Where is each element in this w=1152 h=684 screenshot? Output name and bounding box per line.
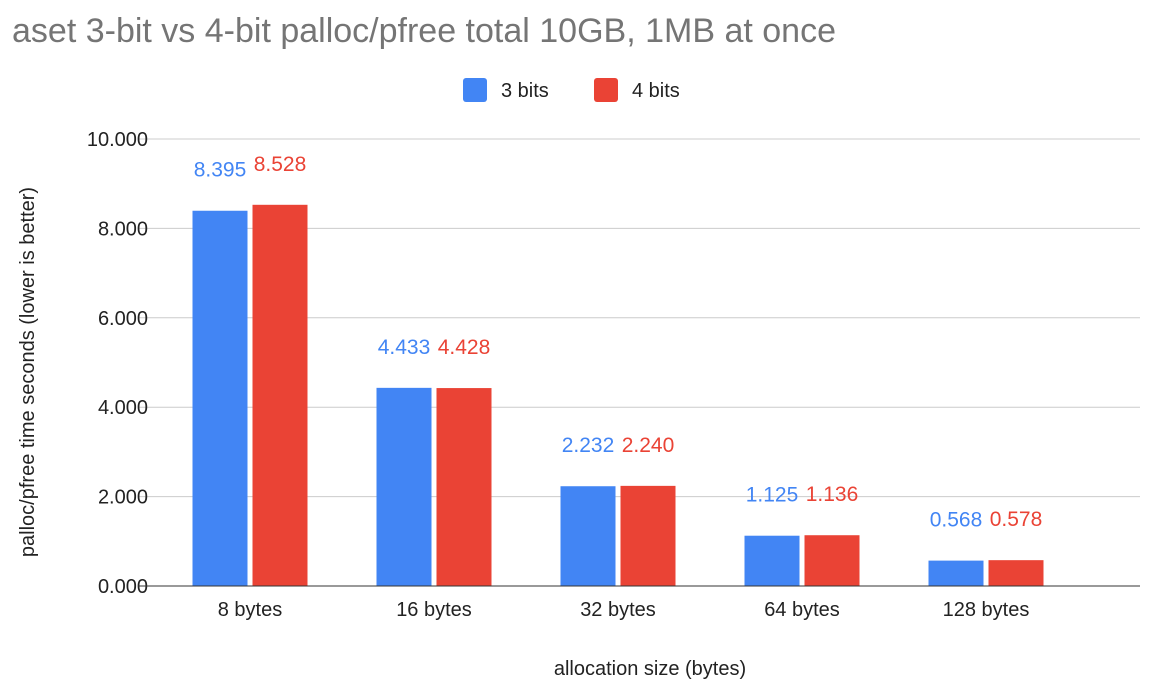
y-tick-label: 10.000	[87, 129, 148, 151]
legend-label: 3 bits	[501, 80, 549, 102]
bar	[252, 204, 308, 586]
data-labels: 8.395 8.528 4.433 4.428 2.232 2.240 1.125 1.136…	[194, 153, 1043, 532]
data-label: 0.568	[930, 509, 983, 532]
y-tick-label: 6.000	[98, 308, 148, 330]
data-label: 2.240	[622, 434, 675, 457]
legend-swatch	[594, 78, 618, 102]
x-axis-ticks: 8 bytes 16 bytes 32 bytes 64 bytes 128 bytes	[218, 599, 1030, 621]
x-tick-label: 16 bytes	[396, 599, 472, 621]
data-label: 1.125	[746, 484, 799, 507]
data-label: 8.395	[194, 159, 247, 182]
x-tick-label: 128 bytes	[943, 599, 1030, 621]
data-label: 4.433	[378, 336, 431, 359]
bar	[804, 535, 860, 586]
x-tick-label: 8 bytes	[218, 599, 282, 621]
data-label: 4.428	[438, 336, 491, 359]
bar	[560, 486, 616, 586]
chart-title: aset 3-bit vs 4-bit palloc/pfree total 1…	[12, 12, 836, 50]
y-tick-label: 0.000	[98, 576, 148, 598]
legend-label: 4 bits	[632, 80, 680, 102]
bar	[376, 387, 432, 586]
y-tick-label: 2.000	[98, 487, 148, 509]
bar	[988, 560, 1044, 586]
y-axis-ticks: 0.000 2.000 4.000 6.000 8.000 10.000	[87, 129, 148, 598]
legend-swatch	[463, 78, 487, 102]
legend: 3 bits 4 bits	[463, 78, 680, 102]
y-tick-label: 4.000	[98, 397, 148, 419]
data-label: 8.528	[254, 153, 307, 176]
bar	[436, 388, 492, 586]
bar	[192, 210, 248, 586]
bar	[620, 485, 676, 586]
y-axis-title: palloc/pfree time seconds (lower is bett…	[17, 187, 39, 557]
x-tick-label: 32 bytes	[580, 599, 656, 621]
data-label: 2.232	[562, 434, 615, 457]
data-label: 0.578	[990, 508, 1043, 531]
x-axis-title: allocation size (bytes)	[554, 658, 746, 680]
bar	[928, 560, 984, 586]
data-label: 1.136	[806, 483, 859, 506]
x-tick-label: 64 bytes	[764, 599, 840, 621]
y-tick-label: 8.000	[98, 218, 148, 240]
bar	[744, 535, 800, 586]
bars	[192, 204, 1044, 586]
